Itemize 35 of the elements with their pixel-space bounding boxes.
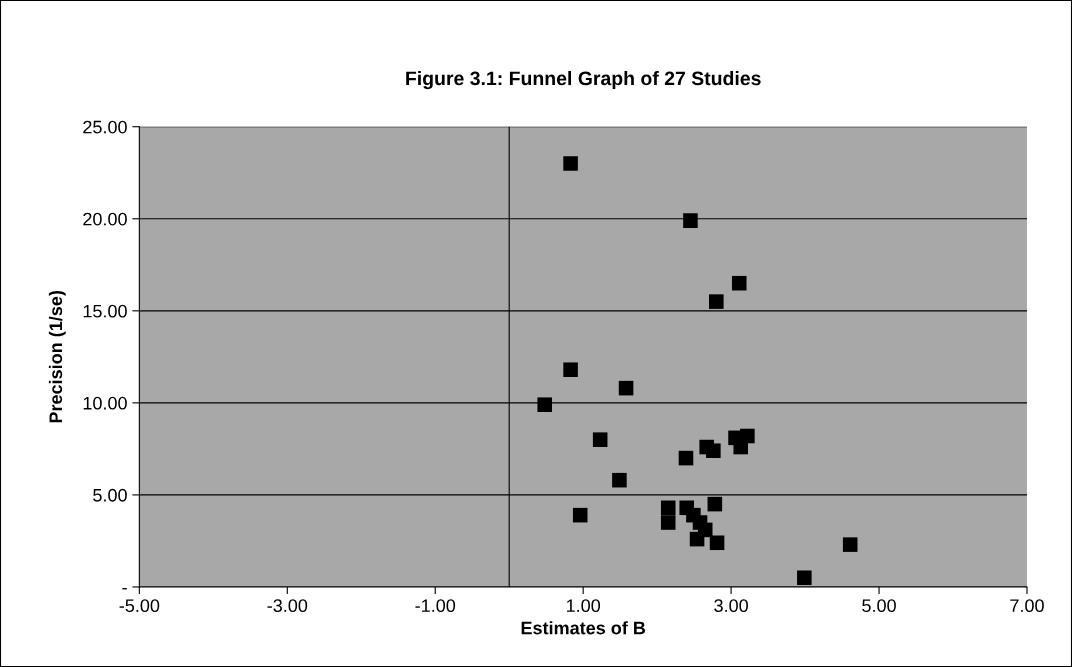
- point: [842, 537, 858, 552]
- y-tick-label: 5.00: [93, 488, 127, 502]
- point: [660, 515, 676, 530]
- point: [678, 450, 694, 466]
- x-tick-label: -1.00: [415, 599, 456, 613]
- point: [572, 507, 588, 523]
- chart-title: Figure 3.1: Funnel Graph of 27 Studies: [406, 70, 761, 90]
- x-tick-label: 1.00: [566, 599, 601, 613]
- x-tick-label: 3.00: [714, 599, 748, 613]
- x-axis-title: Estimates of B: [521, 621, 646, 635]
- point: [709, 294, 724, 309]
- y-tick-label: 20.00: [83, 212, 127, 226]
- x-tick-label: -5.00: [119, 599, 160, 613]
- point: [563, 156, 578, 171]
- point: [592, 432, 608, 447]
- point: [683, 213, 698, 228]
- point: [689, 531, 705, 547]
- point: [612, 472, 627, 488]
- y-tick-label: 25.00: [83, 120, 127, 134]
- x-tick-label: -3.00: [267, 599, 308, 613]
- y-tick-label: 15.00: [83, 304, 127, 318]
- point: [707, 496, 723, 512]
- y-axis-title: Precision (1/se): [48, 291, 66, 423]
- point: [537, 397, 552, 412]
- point: [706, 443, 721, 459]
- y-tick-label: 10.00: [83, 396, 127, 410]
- point: [563, 362, 578, 378]
- point: [797, 570, 812, 586]
- x-tick-label: 5.00: [862, 599, 896, 613]
- x-tick-label: 7.00: [1010, 599, 1044, 613]
- point: [618, 380, 634, 396]
- point: [709, 535, 725, 551]
- point: [660, 500, 676, 516]
- y-tick-label: -: [122, 588, 127, 590]
- point: [731, 275, 747, 291]
